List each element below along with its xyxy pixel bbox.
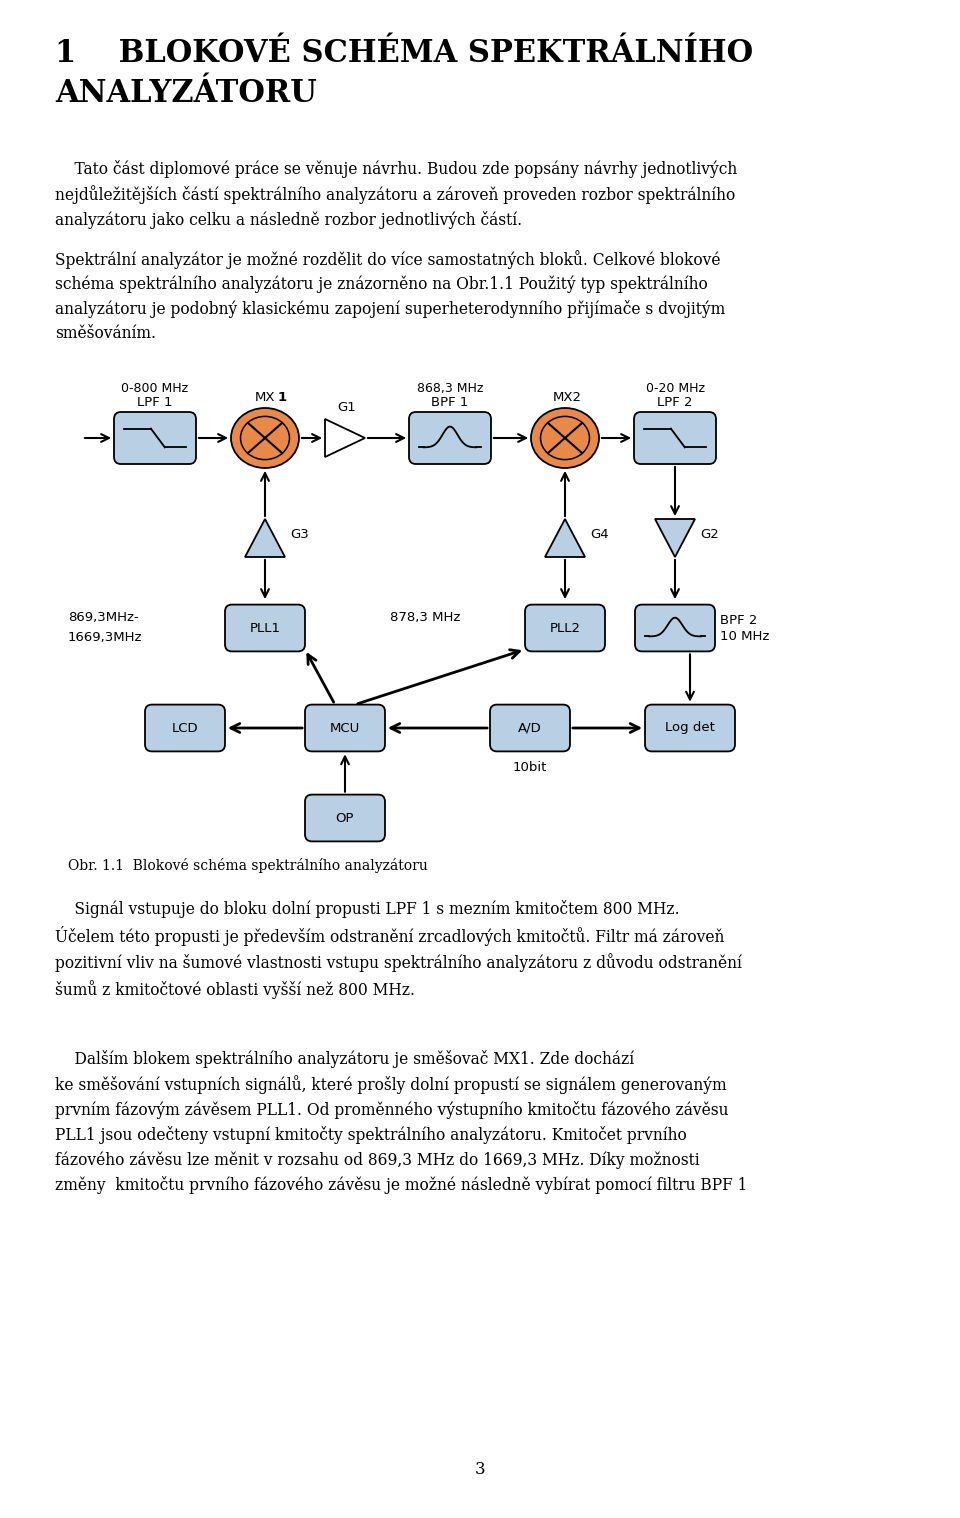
Text: G4: G4 <box>590 527 609 540</box>
FancyBboxPatch shape <box>114 411 196 465</box>
Text: MX2: MX2 <box>553 392 582 404</box>
Text: 1: 1 <box>278 392 287 404</box>
Text: 878,3 MHz: 878,3 MHz <box>390 612 461 624</box>
Polygon shape <box>545 519 585 557</box>
Text: G2: G2 <box>700 527 719 540</box>
Text: 10bit: 10bit <box>513 762 547 774</box>
Text: A/D: A/D <box>518 721 541 735</box>
FancyBboxPatch shape <box>635 604 715 651</box>
Ellipse shape <box>531 408 599 468</box>
Text: Tato část diplomové práce se věnuje návrhu. Budou zde popsány návrhy jednotlivýc: Tato část diplomové práce se věnuje návr… <box>55 159 737 229</box>
Text: LPF 2: LPF 2 <box>658 396 693 408</box>
FancyBboxPatch shape <box>645 704 735 751</box>
Text: 869,3MHz-: 869,3MHz- <box>68 612 139 624</box>
FancyBboxPatch shape <box>409 411 491 465</box>
Text: OP: OP <box>336 812 354 824</box>
Text: MX: MX <box>254 392 276 404</box>
Text: BPF 1: BPF 1 <box>431 396 468 408</box>
Polygon shape <box>325 419 365 457</box>
Text: PLL1: PLL1 <box>250 621 280 635</box>
Polygon shape <box>655 519 695 557</box>
Text: G3: G3 <box>290 527 309 540</box>
Text: 868,3 MHz: 868,3 MHz <box>417 383 483 395</box>
Text: 1669,3MHz: 1669,3MHz <box>68 631 142 645</box>
Text: 0-800 MHz: 0-800 MHz <box>121 383 188 395</box>
FancyBboxPatch shape <box>490 704 570 751</box>
Text: LPF 1: LPF 1 <box>137 396 173 408</box>
Text: PLL2: PLL2 <box>549 621 581 635</box>
Text: MCU: MCU <box>330 721 360 735</box>
Text: G1: G1 <box>338 401 356 414</box>
FancyBboxPatch shape <box>634 411 716 465</box>
Text: Signál vstupuje do bloku dolní propusti LPF 1 s mezním kmitočtem 800 MHz.
Účelem: Signál vstupuje do bloku dolní propusti … <box>55 900 742 999</box>
Text: ANALYZÁTORU: ANALYZÁTORU <box>55 77 317 109</box>
FancyBboxPatch shape <box>305 704 385 751</box>
FancyBboxPatch shape <box>225 604 305 651</box>
Text: 0-20 MHz: 0-20 MHz <box>645 383 705 395</box>
Polygon shape <box>245 519 285 557</box>
Text: Obr. 1.1  Blokové schéma spektrálního analyzátoru: Obr. 1.1 Blokové schéma spektrálního ana… <box>68 858 428 873</box>
Text: Spektrální analyzátor je možné rozdělit do více samostatných bloků. Celkové blok: Spektrální analyzátor je možné rozdělit … <box>55 250 725 342</box>
Text: LCD: LCD <box>172 721 199 735</box>
Text: BPF 2: BPF 2 <box>720 613 757 627</box>
Text: 1    BLOKOVÉ SCHÉMA SPEKTRÁLNÍHO: 1 BLOKOVÉ SCHÉMA SPEKTRÁLNÍHO <box>55 38 754 68</box>
FancyBboxPatch shape <box>525 604 605 651</box>
Text: 3: 3 <box>474 1462 486 1479</box>
FancyBboxPatch shape <box>145 704 225 751</box>
Text: 10 MHz: 10 MHz <box>720 630 769 642</box>
Ellipse shape <box>231 408 299 468</box>
Text: Log det: Log det <box>665 721 715 735</box>
FancyBboxPatch shape <box>305 794 385 841</box>
Text: Dalším blokem spektrálního analyzátoru je směšovač MX1. Zde dochází
ke směšování: Dalším blokem spektrálního analyzátoru j… <box>55 1050 748 1193</box>
